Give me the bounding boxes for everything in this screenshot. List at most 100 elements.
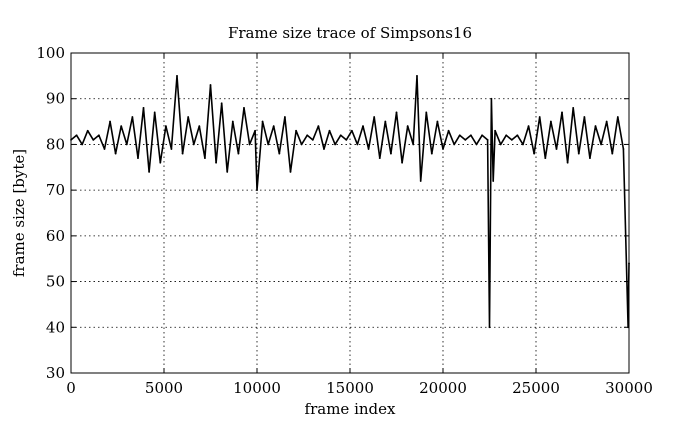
data-point xyxy=(231,120,234,123)
data-point xyxy=(103,148,106,150)
data-point xyxy=(442,148,444,150)
x-tick-label: 0 xyxy=(66,379,76,397)
data-point xyxy=(522,143,524,146)
data-point xyxy=(267,143,270,146)
y-tick-label: 30 xyxy=(46,364,65,382)
data-point xyxy=(86,129,89,132)
data-point xyxy=(572,106,575,109)
data-point xyxy=(187,116,190,118)
data-point xyxy=(419,180,422,182)
data-point xyxy=(362,125,364,128)
data-point xyxy=(142,106,145,109)
x-tick-label: 30000 xyxy=(605,379,653,397)
data-point xyxy=(589,157,591,160)
data-point xyxy=(164,125,167,128)
y-tick-label: 50 xyxy=(46,273,65,291)
x-tick-label: 15000 xyxy=(326,379,374,397)
data-point xyxy=(289,170,292,173)
data-point xyxy=(538,116,541,118)
data-point xyxy=(464,138,467,141)
data-point xyxy=(226,170,229,173)
data-point xyxy=(406,125,409,128)
data-point xyxy=(561,111,563,114)
data-point xyxy=(153,111,156,114)
data-point xyxy=(488,326,491,329)
data-point xyxy=(198,125,201,128)
data-point xyxy=(148,170,151,173)
data-point xyxy=(425,111,428,114)
data-point xyxy=(611,152,614,155)
data-point xyxy=(334,143,337,146)
data-point xyxy=(306,134,309,137)
data-point xyxy=(92,138,95,141)
data-point xyxy=(243,106,245,109)
data-point xyxy=(131,116,134,118)
data-point xyxy=(120,125,123,128)
x-tick-label: 5000 xyxy=(145,379,183,397)
data-point xyxy=(98,134,100,137)
data-point xyxy=(395,111,398,114)
data-point xyxy=(114,152,117,155)
data-point xyxy=(412,143,415,146)
data-point xyxy=(209,84,212,86)
data-point xyxy=(486,138,489,141)
series-layer xyxy=(70,74,630,329)
x-axis-ticks: 0 5000 10000 15000 20000 25000 30000 xyxy=(66,53,653,397)
data-point xyxy=(447,129,450,132)
data-point xyxy=(254,129,257,132)
x-tick-label: 20000 xyxy=(419,379,467,397)
data-point xyxy=(181,152,184,155)
data-point xyxy=(137,157,139,160)
data-point xyxy=(600,143,602,146)
data-point xyxy=(384,120,387,123)
data-point xyxy=(295,129,297,132)
data-point xyxy=(453,143,456,146)
data-point xyxy=(481,134,483,137)
data-point xyxy=(533,152,536,155)
data-point xyxy=(170,148,173,150)
data-point xyxy=(350,129,353,132)
data-point xyxy=(594,125,597,128)
data-point xyxy=(490,97,493,100)
y-tick-label: 70 xyxy=(46,181,65,199)
y-tick-label: 40 xyxy=(46,318,65,336)
grid xyxy=(71,53,629,373)
data-point xyxy=(109,120,111,123)
data-point xyxy=(215,161,217,164)
data-point xyxy=(261,120,264,123)
data-point xyxy=(317,125,320,128)
data-point xyxy=(470,134,472,137)
data-point xyxy=(475,143,478,146)
data-point xyxy=(378,157,381,160)
y-axis-label: frame size [byte] xyxy=(10,149,28,277)
y-tick-label: 90 xyxy=(46,90,65,108)
data-point xyxy=(544,157,547,160)
data-point xyxy=(458,134,461,137)
data-point xyxy=(323,148,325,150)
data-point xyxy=(549,120,552,123)
data-point xyxy=(176,74,178,77)
data-point xyxy=(367,148,370,150)
data-point xyxy=(527,125,530,128)
data-point xyxy=(390,152,392,155)
data-point xyxy=(256,189,258,192)
data-point xyxy=(248,143,251,146)
y-axis-ticks: 30 40 50 60 70 80 90 100 xyxy=(36,44,629,382)
data-point xyxy=(272,125,275,128)
data-point xyxy=(566,161,569,164)
y-tick-label: 100 xyxy=(36,44,65,62)
data-point xyxy=(622,148,625,150)
data-point xyxy=(159,161,162,164)
x-axis-label: frame index xyxy=(305,400,396,418)
plot-frame xyxy=(70,52,630,374)
frame-size-series-line xyxy=(70,75,630,329)
y-tick-label: 80 xyxy=(46,135,65,153)
data-point xyxy=(499,143,502,146)
data-point xyxy=(373,116,376,118)
data-point xyxy=(356,143,359,146)
data-point xyxy=(555,148,558,150)
data-point xyxy=(300,143,303,146)
data-point xyxy=(125,143,128,146)
data-point xyxy=(284,116,286,118)
